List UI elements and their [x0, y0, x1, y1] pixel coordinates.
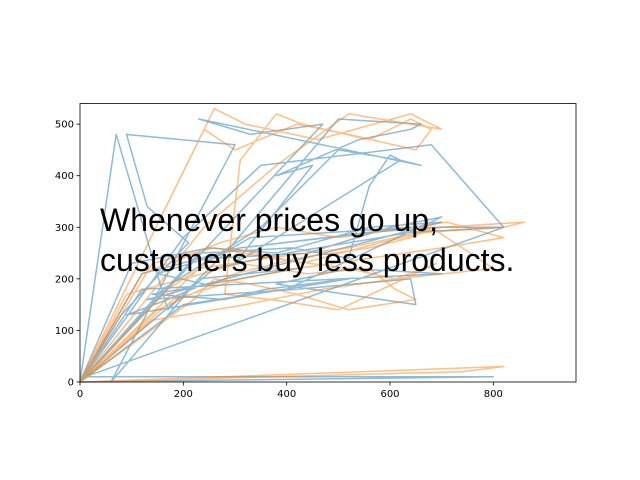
y-tick-label: 400: [55, 171, 74, 182]
axes-frame: [79, 103, 577, 383]
axes-layer: 0 200 400 600 800 0 100 200 300 400 500: [55, 103, 577, 400]
x-tick-label: 600: [380, 389, 399, 400]
series-line-1: [79, 118, 505, 383]
x-tick-label: 400: [277, 389, 296, 400]
y-tick-label: 500: [55, 120, 74, 131]
y-tick-label: 300: [55, 223, 74, 234]
y-tick-label: 0: [68, 378, 74, 389]
y-tick-label: 200: [55, 274, 74, 285]
series-line-2: [79, 107, 526, 383]
plot-area: [80, 103, 576, 382]
x-tick-label: 0: [77, 389, 83, 400]
y-tick-label: 100: [55, 326, 74, 337]
x-tick-label: 200: [174, 389, 193, 400]
series-layer: [79, 107, 526, 383]
x-tick-label: 800: [484, 389, 503, 400]
